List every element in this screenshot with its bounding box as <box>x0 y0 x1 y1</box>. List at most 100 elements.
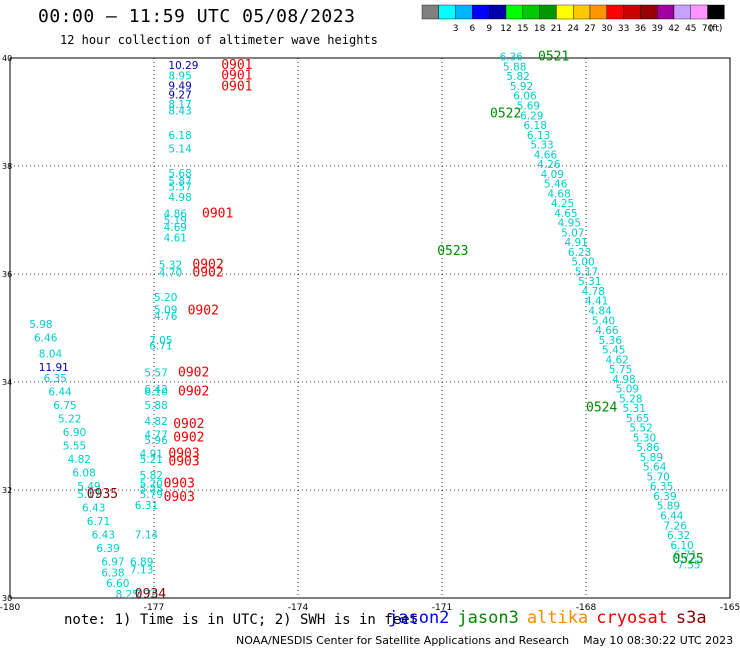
pass-label: 0903 <box>168 455 199 470</box>
track-value: 5.89 <box>640 452 663 464</box>
colorbar-swatch <box>707 4 725 20</box>
wave-height-value: 6.43 <box>92 530 115 542</box>
wave-height-value: 4.70 <box>159 268 182 280</box>
track-value: 5.36 <box>599 335 623 347</box>
pass-label: 0903 <box>164 476 195 491</box>
track-value: 5.82 <box>506 71 529 83</box>
track-value: 4.62 <box>605 354 628 366</box>
track-value: 4.78 <box>582 286 605 298</box>
track-value: 6.10 <box>670 540 693 552</box>
wave-height-value: 6.97 <box>101 557 124 569</box>
track-value: 6.13 <box>527 130 550 142</box>
wave-height-value: 5.22 <box>58 414 81 426</box>
wave-height-value: 6.08 <box>72 468 95 480</box>
wave-height-value: 5.17 <box>77 489 100 501</box>
colorbar-tick-label: 18 <box>534 24 546 34</box>
track-value: 4.66 <box>595 325 619 337</box>
wave-height-value: 10.29 <box>168 60 198 72</box>
colorbar-tick-label: 33 <box>618 24 629 34</box>
colorbar-tick-label: 27 <box>584 24 595 34</box>
wave-height-value: 6.75 <box>53 400 76 412</box>
wave-height-value: 6.90 <box>63 427 86 439</box>
lon-tick-label: -174 <box>288 603 309 613</box>
track-value: 5.00 <box>571 257 594 269</box>
wave-height-value: 6.42 <box>144 384 167 396</box>
track-value: 5.52 <box>629 423 652 435</box>
wave-height-value: 5.21 <box>140 454 163 466</box>
colorbar-tick-label: 15 <box>517 24 528 34</box>
lon-tick-label: -177 <box>144 603 164 613</box>
wave-height-value: 7.05 <box>149 335 172 347</box>
wave-height-value: 5.20 <box>154 292 177 304</box>
pass-label: 0902 <box>178 366 209 381</box>
wave-height-value: 9.49 <box>168 80 191 92</box>
wave-height-value: 6.71 <box>149 341 172 353</box>
track-value: 4.26 <box>537 159 561 171</box>
wave-height-value: 7.13 <box>130 565 153 577</box>
colorbar-tick-label: 36 <box>635 24 647 34</box>
track-value: 6.29 <box>520 110 543 122</box>
track-value: 5.17 <box>575 266 598 278</box>
track-value: 5.40 <box>592 315 615 327</box>
track-value: 5.31 <box>623 403 646 415</box>
wave-height-value: 6.38 <box>101 567 124 579</box>
wave-height-value: 5.55 <box>63 441 86 453</box>
wave-height-value: 5.57 <box>144 368 167 380</box>
units-note: note: 1) Time is in UTC; 2) SWH is in fe… <box>64 612 419 628</box>
legend-cryosat: cryosat <box>596 608 668 628</box>
pass-label: 0902 <box>192 258 223 273</box>
pass-label: 0935 <box>87 487 118 502</box>
pass-label: 0902 <box>178 385 209 400</box>
lat-tick-label: 40 <box>2 54 12 63</box>
track-value: 5.28 <box>619 393 642 405</box>
track-value: 6.32 <box>667 530 690 542</box>
track-value: 6.71 <box>674 550 697 562</box>
wave-height-value: 4.61 <box>164 233 187 245</box>
legend-jason3: jason3 <box>457 608 519 628</box>
wave-height-value: 8.43 <box>168 106 191 118</box>
colorbar-tick-label: 9 <box>486 24 492 34</box>
pass-label: 0902 <box>173 417 204 432</box>
track-value: 6.36 <box>500 52 524 64</box>
lat-tick-label: 34 <box>2 378 12 387</box>
track-value: 4.66 <box>534 149 558 161</box>
colorbar-tick-label: 12 <box>500 24 511 34</box>
wave-height-value: 6.60 <box>106 578 129 590</box>
track-value: 5.31 <box>578 276 601 288</box>
pass-label: 0901 <box>202 206 233 221</box>
wave-height-value: 5.98 <box>29 319 52 331</box>
wave-height-value: 9.27 <box>168 90 191 102</box>
colorbar-tick-label: 70 <box>702 24 714 34</box>
wave-height-value: 6.35 <box>44 373 67 385</box>
wave-height-value: 4.91 <box>140 449 163 461</box>
wave-height-value: 8.25 <box>116 589 139 601</box>
legend-s3a: s3a <box>675 608 707 628</box>
track-value: 4.09 <box>541 169 564 181</box>
legend-jason2: jason2 <box>388 608 450 628</box>
wave-height-value: 5.87 <box>168 176 191 188</box>
colorbar-unit: (ft) <box>709 24 723 34</box>
wave-height-value: 6.46 <box>34 333 58 345</box>
pass-label: 0522 <box>490 106 521 121</box>
track-value: 4.25 <box>551 198 574 210</box>
pass-label: 0902 <box>173 430 204 445</box>
track-value: 5.07 <box>561 227 584 239</box>
track-value: 6.18 <box>524 120 547 132</box>
lon-tick-label: -168 <box>576 603 597 613</box>
credit-source: NOAA/NESDIS Center for Satellite Applica… <box>236 634 570 647</box>
legend-altika: altika <box>526 608 589 628</box>
wave-height-value: 6.31 <box>135 500 158 512</box>
page-subtitle: 12 hour collection of altimeter wave hei… <box>60 33 378 47</box>
track-value: 6.23 <box>568 247 591 259</box>
track-value: 5.92 <box>510 81 533 93</box>
wave-height-value: 8.04 <box>39 349 63 361</box>
wave-height-value: 8.95 <box>168 71 191 83</box>
track-value: 5.33 <box>530 140 553 152</box>
wave-height-value: 7.70 <box>135 589 158 601</box>
credit-line: NOAA/NESDIS Center for Satellite Applica… <box>236 634 733 647</box>
wave-height-value: 4.69 <box>164 222 187 234</box>
wave-height-value: 6.39 <box>96 543 119 555</box>
pass-label: 0523 <box>437 244 468 259</box>
pass-label: 0901 <box>221 58 252 73</box>
pass-label: 0521 <box>538 50 569 65</box>
